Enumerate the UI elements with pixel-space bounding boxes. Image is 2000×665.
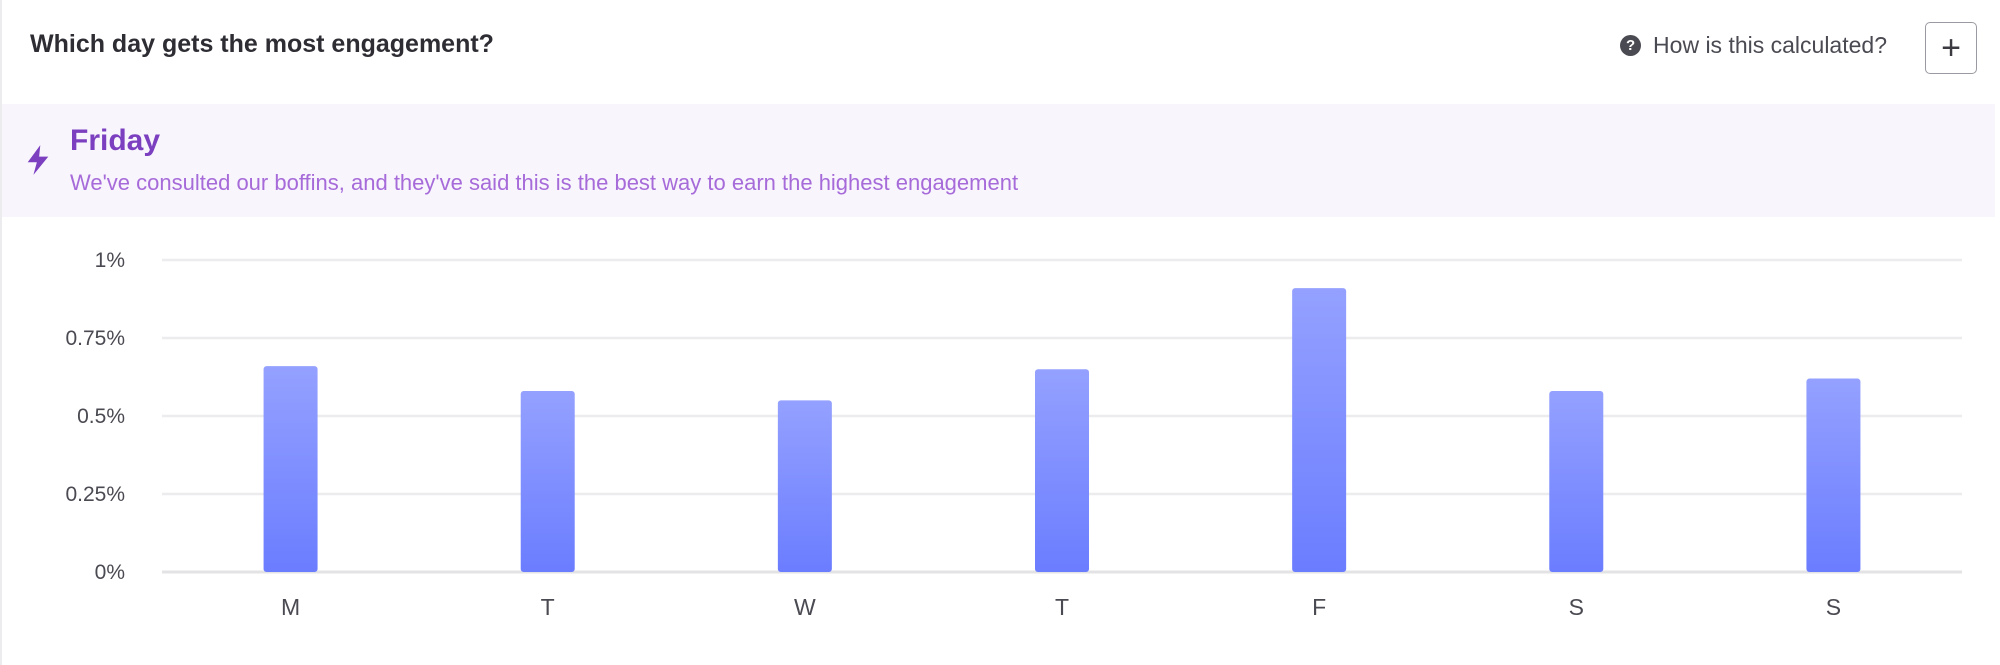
bar-0[interactable]	[263, 366, 318, 572]
bar-3[interactable]	[1035, 369, 1089, 572]
help-circle-icon: ?	[1620, 35, 1642, 56]
bar-2[interactable]	[777, 400, 832, 572]
x-tick-label: W	[794, 594, 816, 620]
add-button[interactable]: +	[1925, 22, 1977, 74]
y-tick-label: 0.25%	[65, 483, 125, 506]
how-calculated-label: How is this calculated?	[1653, 32, 1887, 58]
bar-1[interactable]	[520, 391, 575, 572]
card-title: Which day gets the most engagement?	[30, 30, 494, 58]
best-day-banner: Friday We've consulted our boffins, and …	[2, 104, 1995, 217]
x-tick-label: M	[281, 594, 300, 620]
x-tick-label: T	[1055, 594, 1069, 620]
x-tick-label: S	[1826, 594, 1841, 620]
y-tick-label: 1%	[95, 249, 125, 272]
x-tick-label: T	[541, 594, 555, 620]
x-tick-label: S	[1569, 594, 1584, 620]
card-header: Which day gets the most engagement? ? Ho…	[2, 0, 1995, 100]
bar-4[interactable]	[1292, 288, 1347, 572]
how-calculated-link[interactable]: ? How is this calculated?	[1620, 32, 1887, 59]
bar-6[interactable]	[1806, 378, 1861, 572]
best-day-title: Friday	[70, 124, 161, 157]
best-day-subtitle: We've consulted our boffins, and they've…	[70, 170, 1019, 195]
bar-5[interactable]	[1549, 391, 1604, 572]
y-tick-label: 0%	[95, 561, 125, 584]
engagement-bar-chart: 0% 0.25% 0.5% 0.75% 1% M T W T F S S	[65, 249, 1962, 620]
y-tick-label: 0.5%	[77, 405, 125, 428]
y-tick-label: 0.75%	[65, 327, 125, 350]
x-tick-label: F	[1312, 594, 1326, 620]
lightning-bolt-icon	[27, 145, 49, 175]
